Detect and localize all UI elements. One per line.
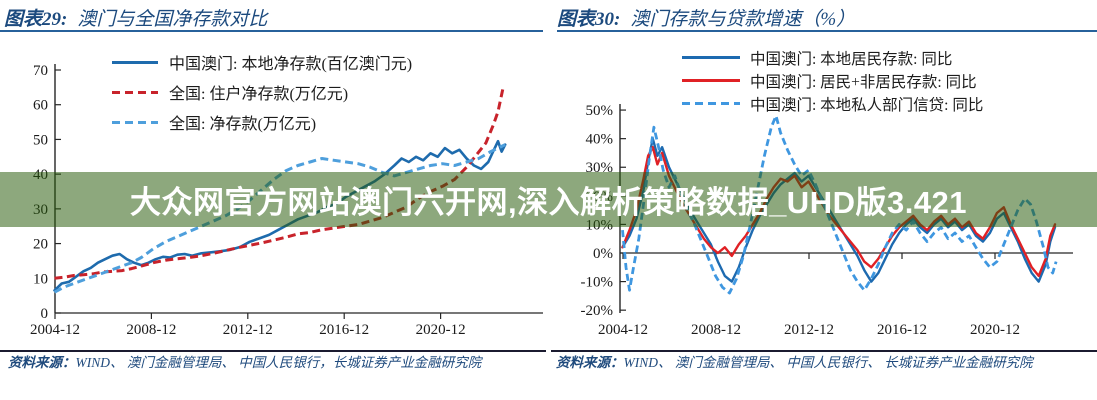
x-tick-label: 2020-12 — [970, 322, 1020, 338]
x-tick-label: 2008-12 — [126, 322, 176, 338]
left-source-label: 资料来源： — [8, 355, 76, 370]
y-tick-label: 20 — [33, 237, 48, 253]
legend-label: 中国澳门: 本地净存款(百亿澳门元) — [169, 56, 413, 73]
y-tick-label: 0 — [41, 306, 49, 322]
x-tick-label: 2012-12 — [223, 322, 273, 338]
legend-dashed-line-swatch — [112, 120, 158, 124]
left-chart-title: 图表29: 澳门与全国净存款对比 — [4, 4, 267, 31]
legend-dashed-line-swatch — [682, 102, 740, 105]
x-tick-label: 2012-12 — [784, 322, 834, 338]
watermark-banner: 大众网官方网站澳门六开网,深入解析策略数据_UHD版3.421 — [0, 172, 1097, 227]
legend-item: 中国澳门: 居民+非居民存款: 同比 — [682, 69, 983, 92]
legend-solid-line-swatch — [682, 79, 740, 82]
x-tick-label: 2020-12 — [416, 322, 466, 338]
x-tick-label: 2004-12 — [598, 322, 648, 338]
right-footer-rule — [551, 350, 1097, 352]
left-source-note: 资料来源：WIND、 澳门金融管理局、 中国人民银行，长城证券产业金融研究院 — [8, 355, 508, 372]
left-title-underline — [0, 30, 543, 32]
left-chart-title-text: 澳门与全国净存款对比 — [77, 9, 268, 30]
legend-label: 全国: 住户净存款(万亿元) — [169, 86, 349, 103]
y-tick-label: -10% — [581, 275, 614, 291]
left-chart-number: 图表29: — [4, 9, 68, 30]
right-chart-legend: 中国澳门: 本地居民存款: 同比中国澳门: 居民+非居民存款: 同比 中国澳门: … — [682, 46, 983, 115]
legend-label: 中国澳门: 居民+非居民存款: 同比 — [750, 73, 977, 91]
legend-item: 中国澳门: 本地净存款(百亿澳门元) — [112, 47, 412, 77]
y-tick-label: 10 — [33, 271, 48, 287]
y-tick-label: 60 — [33, 98, 48, 114]
y-tick-label: -20% — [581, 303, 614, 319]
legend-dashed-line-swatch — [112, 90, 158, 94]
right-source-label: 资料来源： — [556, 355, 624, 370]
y-tick-label: 40% — [586, 132, 614, 148]
left-footer-rule — [0, 350, 546, 352]
y-tick-label: 50 — [33, 132, 48, 148]
legend-solid-line-swatch — [112, 60, 158, 64]
left-chart-legend: 中国澳门: 本地净存款(百亿澳门元) 全国: 住户净存款(万亿元) 全国: 净存款(… — [112, 47, 412, 137]
x-tick-label: 2004-12 — [30, 322, 80, 338]
legend-item: 全国: 住户净存款(万亿元) — [112, 77, 412, 107]
x-tick-label: 2016-12 — [877, 322, 927, 338]
legend-item: 全国: 净存款(万亿元) — [112, 107, 412, 137]
right-chart-title-text: 澳门存款与贷款增速（%） — [630, 9, 856, 30]
right-title-underline — [557, 30, 1097, 32]
y-tick-label: 50% — [586, 103, 614, 119]
legend-label: 中国澳门: 本地私人部门信贷: 同比 — [750, 96, 984, 114]
legend-item: 中国澳门: 本地私人部门信贷: 同比 — [682, 92, 983, 115]
right-chart-title: 图表30: 澳门存款与贷款增速（%） — [557, 4, 855, 31]
legend-solid-line-swatch — [682, 56, 740, 59]
x-tick-label: 2008-12 — [691, 322, 741, 338]
left-source-text: WIND、 澳门金融管理局、 中国人民银行，长城证券产业金融研究院 — [75, 355, 482, 370]
series-macau-local-net-deposit — [53, 139, 507, 292]
y-tick-label: 70 — [33, 63, 48, 79]
legend-label: 全国: 净存款(万亿元) — [169, 116, 317, 133]
y-tick-label: 0% — [593, 246, 613, 262]
right-source-text: WIND、 澳门金融管理局、 中国人民银行、 长城证券产业金融研究院 — [623, 355, 1033, 370]
legend-item: 中国澳门: 本地居民存款: 同比 — [682, 46, 983, 69]
right-source-note: 资料来源：WIND、 澳门金融管理局、 中国人民银行、 长城证券产业金融研究院 — [556, 355, 1056, 372]
watermark-banner-text: 大众网官方网站澳门六开网,深入解析策略数据_UHD版3.421 — [129, 185, 968, 220]
right-chart-number: 图表30: — [557, 9, 621, 30]
series-national-net-deposit — [53, 143, 506, 294]
legend-label: 中国澳门: 本地居民存款: 同比 — [750, 50, 953, 68]
x-tick-label: 2016-12 — [319, 322, 369, 338]
